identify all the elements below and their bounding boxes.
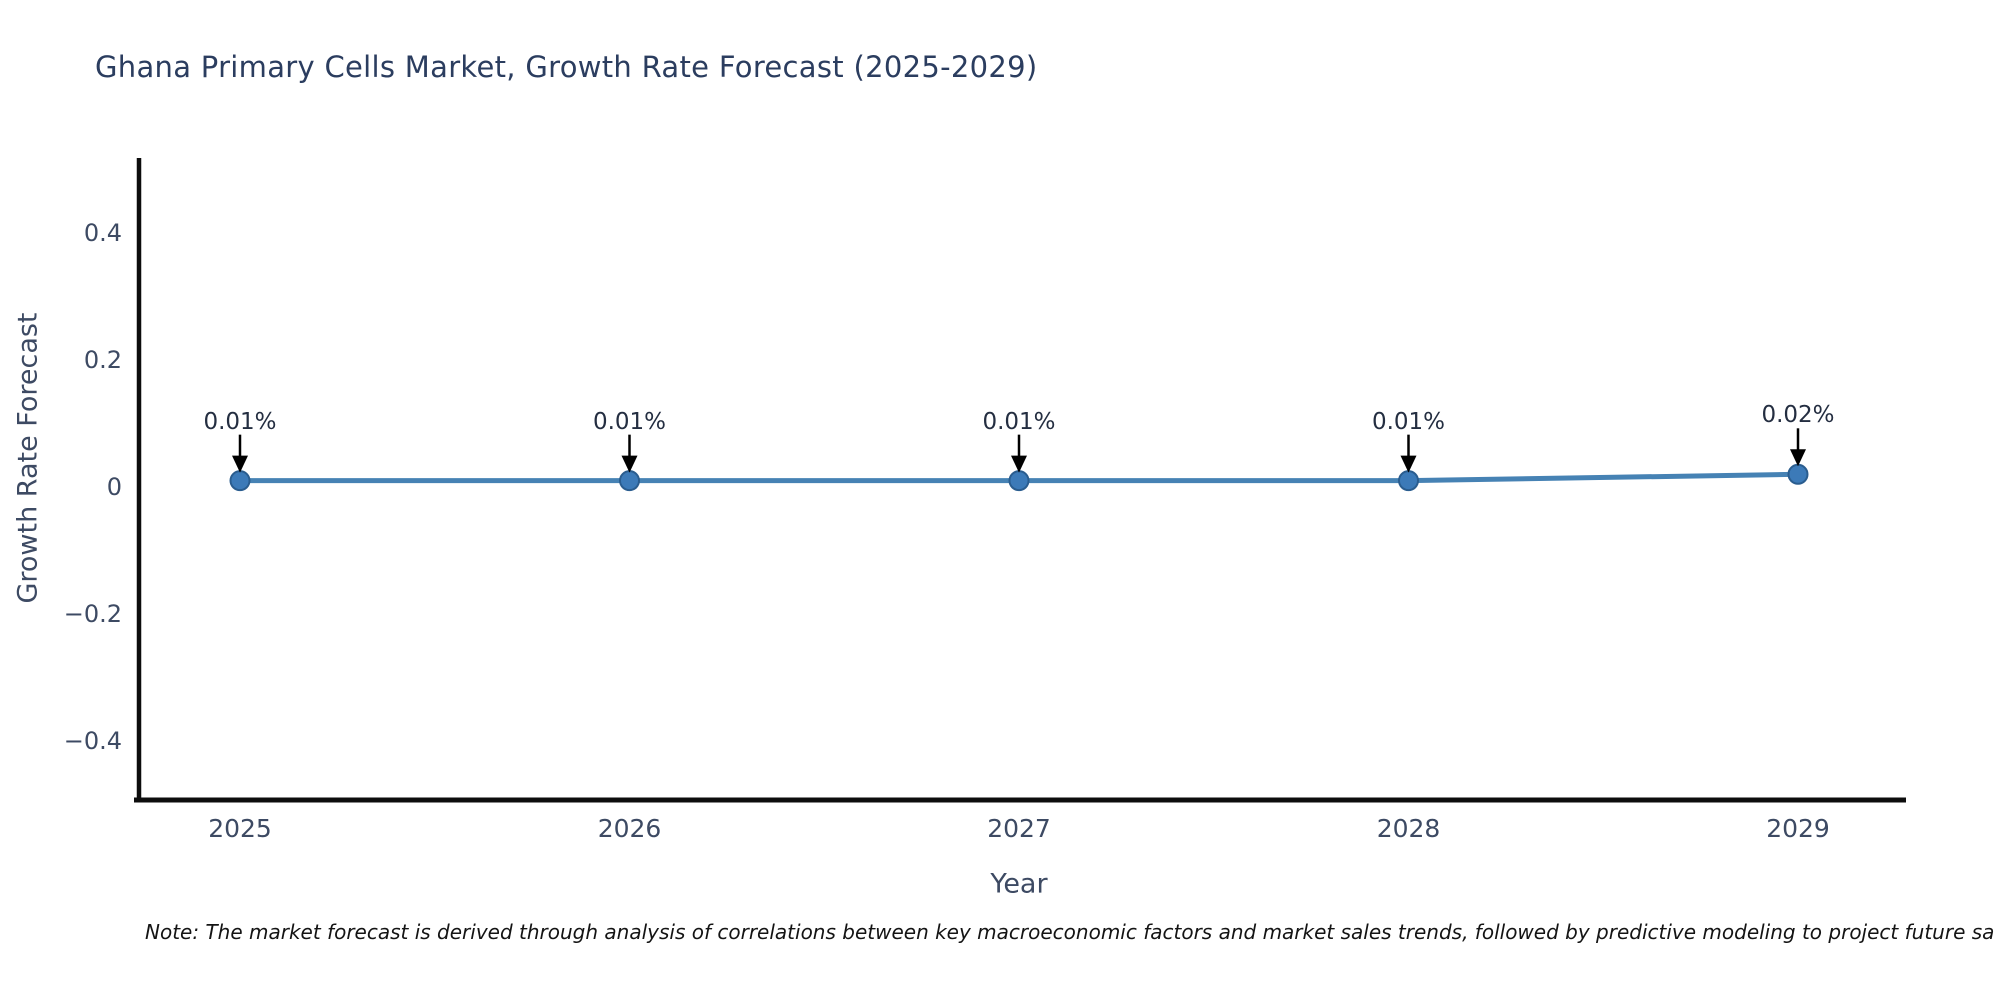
annotation-arrow-head bbox=[1400, 455, 1417, 473]
series-layer bbox=[229, 428, 1809, 492]
data-point-marker bbox=[1787, 463, 1809, 485]
point-value-annotation: 0.01% bbox=[203, 408, 277, 435]
annotation-arrow-head bbox=[1011, 455, 1027, 473]
annotation-arrow-head bbox=[621, 455, 638, 473]
x-tick-label: 2025 bbox=[208, 814, 272, 843]
point-value-annotation: 0.01% bbox=[982, 408, 1056, 435]
y-tick-label: −0.2 bbox=[63, 600, 122, 628]
data-point-marker bbox=[1398, 470, 1419, 492]
data-point-marker bbox=[619, 470, 640, 492]
y-tick-label: −0.4 bbox=[63, 727, 122, 755]
x-axis-label: Year bbox=[990, 868, 1048, 900]
x-tick-label: 2028 bbox=[1376, 814, 1441, 843]
y-tick-label: 0.2 bbox=[83, 346, 122, 374]
point-value-annotation: 0.01% bbox=[1371, 408, 1446, 435]
point-value-annotation: 0.02% bbox=[1761, 402, 1835, 429]
chart-title: Ghana Primary Cells Market, Growth Rate … bbox=[95, 50, 1038, 84]
point-value-annotation: 0.01% bbox=[592, 408, 667, 435]
x-tick-label: 2026 bbox=[597, 814, 662, 843]
x-tick-label: 2027 bbox=[987, 814, 1051, 843]
y-tick-label: 0 bbox=[106, 473, 122, 501]
x-tick-label: 2029 bbox=[1766, 814, 1830, 843]
footnote: Note: The market forecast is derived thr… bbox=[145, 920, 1995, 944]
data-point-marker bbox=[1008, 470, 1030, 492]
y-tick-label: 0.4 bbox=[83, 219, 122, 247]
data-point-marker bbox=[229, 470, 251, 492]
annotation-arrow-head bbox=[1790, 449, 1806, 467]
annotation-arrow-head bbox=[232, 455, 248, 473]
